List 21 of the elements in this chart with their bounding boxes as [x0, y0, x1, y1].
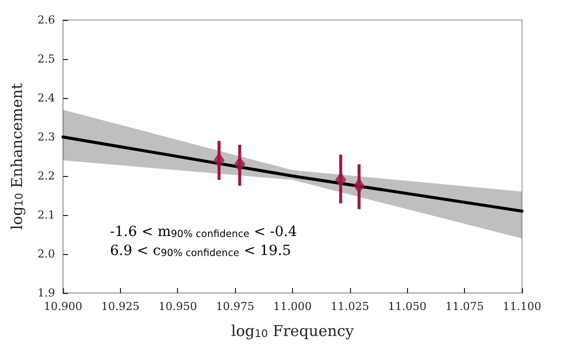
x-tick-label: 11.075	[445, 300, 484, 313]
x-tick-label: 10.900	[44, 300, 82, 313]
annotation: -1.6 < m90% confidence < -0.4	[110, 224, 298, 240]
annotation: 6.9 < c90% confidence < 19.5	[110, 243, 292, 259]
y-tick-label: 2.5	[38, 52, 55, 66]
y-axis-title: log10 Enhancement	[8, 83, 26, 230]
x-tick-label: 10.925	[101, 300, 140, 313]
y-tick-label: 2.1	[38, 208, 55, 222]
y-tick-label: 2.0	[38, 248, 55, 260]
y-tick-label: 2.3	[38, 130, 55, 144]
y-tick-label: 2.2	[38, 170, 55, 182]
x-axis-title: log10 Frequency	[231, 322, 354, 340]
x-tick-label: 11.100	[502, 300, 542, 313]
x-tick-label: 11.000	[273, 300, 312, 313]
x-tick-label: 10.975	[216, 300, 254, 313]
x-tick-label: 11.050	[388, 300, 426, 313]
y-tick-label: 2.6	[38, 14, 55, 26]
y-tick-label: 1.9	[38, 286, 55, 300]
x-tick-label: 10.950	[158, 300, 197, 313]
x-tick-label: 11.025	[330, 300, 370, 313]
y-tick-label: 2.4	[38, 92, 55, 104]
